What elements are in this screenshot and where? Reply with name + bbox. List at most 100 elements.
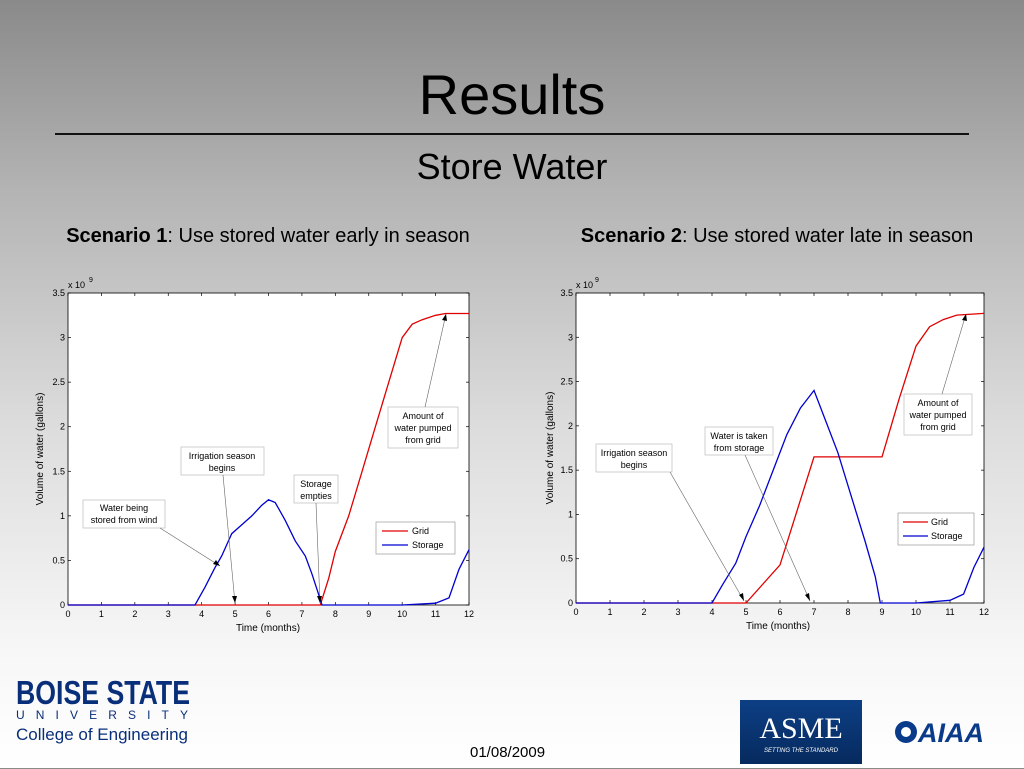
x-tick-label: 4: [199, 609, 204, 619]
x-tick-label: 6: [777, 607, 782, 617]
x-tick-label: 7: [299, 609, 304, 619]
x-tick-label: 7: [811, 607, 816, 617]
svg-text:SETTING THE STANDARD: SETTING THE STANDARD: [764, 748, 839, 754]
series-line-grid: [68, 312, 469, 606]
x-tick-label: 5: [233, 609, 238, 619]
legend-grid: Grid: [412, 526, 429, 536]
x-tick-label: 1: [99, 609, 104, 619]
annotation-irrigation-begins: Irrigation season begins: [180, 446, 265, 604]
chart-2-legend: Grid Storage: [897, 512, 975, 546]
x-tick-label: 2: [641, 607, 646, 617]
scenario-2-caption: Scenario 2: Use stored water late in sea…: [567, 224, 987, 249]
title-divider: [55, 133, 969, 135]
x-tick-label: 9: [366, 609, 371, 619]
scenario-1-caption: Scenario 1: Use stored water early in se…: [58, 224, 478, 249]
x-tick-label: 4: [709, 607, 714, 617]
y-tick-label: 3.5: [52, 288, 65, 298]
aiaa-logo: AIAA: [895, 718, 984, 748]
y-tick-label: 0: [568, 598, 573, 608]
x-tick-label: 12: [464, 609, 474, 619]
x-tick-label: 2: [132, 609, 137, 619]
x-tick-label: 5: [743, 607, 748, 617]
annotation-amount-grid: Amount of water pumped from grid: [903, 313, 973, 436]
slide-date: 01/08/2009: [470, 744, 546, 761]
x-tick-label: 0: [65, 609, 70, 619]
svg-text:water pumped: water pumped: [393, 423, 451, 433]
y-tick-label: 2: [60, 422, 65, 432]
scenario-2-text: : Use stored water late in season: [681, 225, 974, 247]
x-tick-label: 10: [397, 609, 407, 619]
svg-text:begins: begins: [621, 460, 648, 470]
scenario-1-label: Scenario 1: [66, 225, 168, 247]
y-axis-label: Volume of water (gallons): [545, 392, 556, 505]
legend-storage: Storage: [412, 540, 444, 550]
slide-title: Results: [418, 63, 606, 126]
y-tick-label: 2: [568, 421, 573, 431]
y-multiplier-exp: 9: [595, 277, 599, 284]
chart-1-legend: Grid Storage: [375, 521, 456, 555]
svg-text:Irrigation season: Irrigation season: [189, 451, 256, 461]
x-tick-label: 8: [333, 609, 338, 619]
svg-text:BOISE STATE: BOISE STATE: [16, 674, 190, 711]
x-axis-label: Time (months): [746, 621, 810, 632]
svg-text:empties: empties: [300, 491, 332, 501]
svg-text:ASME: ASME: [759, 712, 842, 745]
y-tick-label: 3: [60, 333, 65, 343]
annotation-water-taken: Water is taken from storage: [704, 426, 811, 602]
svg-text:from grid: from grid: [920, 422, 956, 432]
y-tick-label: 2.5: [52, 377, 65, 387]
svg-text:Water being: Water being: [100, 503, 148, 513]
y-tick-label: 3: [568, 332, 573, 342]
svg-text:Amount of: Amount of: [402, 411, 444, 421]
y-tick-label: 1.5: [52, 466, 65, 476]
x-tick-label: 9: [879, 607, 884, 617]
chart-scenario-2: 0 1 2 3 4 5 6 7 8 9 10 11 12 0 0.5 1 1.5 2 2.5 3 3.5 x 10 9 …: [510, 270, 1000, 645]
x-tick-label: 1: [607, 607, 612, 617]
annotation-irrigation-begins: Irrigation season begins: [595, 443, 745, 602]
svg-text:Storage: Storage: [300, 479, 332, 489]
slide-subtitle: Store Water: [416, 146, 608, 187]
x-tick-label: 11: [431, 609, 440, 619]
plot-area: [67, 292, 470, 606]
x-tick-label: 3: [675, 607, 680, 617]
y-tick-label: 1.5: [560, 465, 573, 475]
svg-text:College of Engineering: College of Engineering: [16, 725, 188, 744]
x-tick-label: 10: [911, 607, 921, 617]
x-tick-label: 0: [573, 607, 578, 617]
y-tick-label: 1: [60, 511, 65, 521]
y-axis-label: Volume of water (gallons): [35, 393, 46, 506]
svg-text:Irrigation season: Irrigation season: [601, 448, 668, 458]
y-tick-label: 2.5: [560, 377, 573, 387]
svg-text:from storage: from storage: [714, 443, 765, 453]
annotation-amount-grid: Amount of water pumped from grid: [387, 313, 459, 449]
x-tick-label: 3: [166, 609, 171, 619]
series-line-storage: [68, 499, 470, 606]
svg-text:from grid: from grid: [405, 435, 441, 445]
scenario-2-label: Scenario 2: [580, 225, 682, 247]
legend-grid: Grid: [931, 517, 948, 527]
series-line-grid: [576, 312, 985, 604]
y-tick-label: 1: [568, 509, 573, 519]
y-multiplier: x 10: [68, 280, 85, 290]
svg-text:water pumped: water pumped: [908, 410, 966, 420]
boise-state-logo: BOISE STATE UNIVERSITY College of Engine…: [16, 674, 190, 744]
y-tick-label: 0.5: [52, 555, 65, 565]
svg-text:Amount of: Amount of: [917, 398, 959, 408]
annotation-storage-empties: Storage empties: [293, 474, 339, 604]
asme-logo: ASME SETTING THE STANDARD: [740, 700, 862, 764]
y-tick-label: 0: [60, 600, 65, 610]
x-tick-label: 8: [845, 607, 850, 617]
scenario-1-text: : Use stored water early in season: [167, 225, 470, 247]
annotation-water-being-stored: Water being stored from wind: [82, 499, 221, 567]
y-tick-label: 0.5: [560, 554, 573, 564]
y-multiplier: x 10: [576, 280, 593, 290]
chart-scenario-1: 0 1 2 3 4 5 6 7 8 9 10 11 12 0 0.5 1 1.5 2 2.5 3 3.5 x 10 9 …: [0, 270, 490, 645]
svg-text:AIAA: AIAA: [917, 718, 984, 748]
legend-storage: Storage: [931, 531, 963, 541]
x-tick-label: 11: [945, 607, 954, 617]
svg-text:Water is taken: Water is taken: [710, 431, 767, 441]
